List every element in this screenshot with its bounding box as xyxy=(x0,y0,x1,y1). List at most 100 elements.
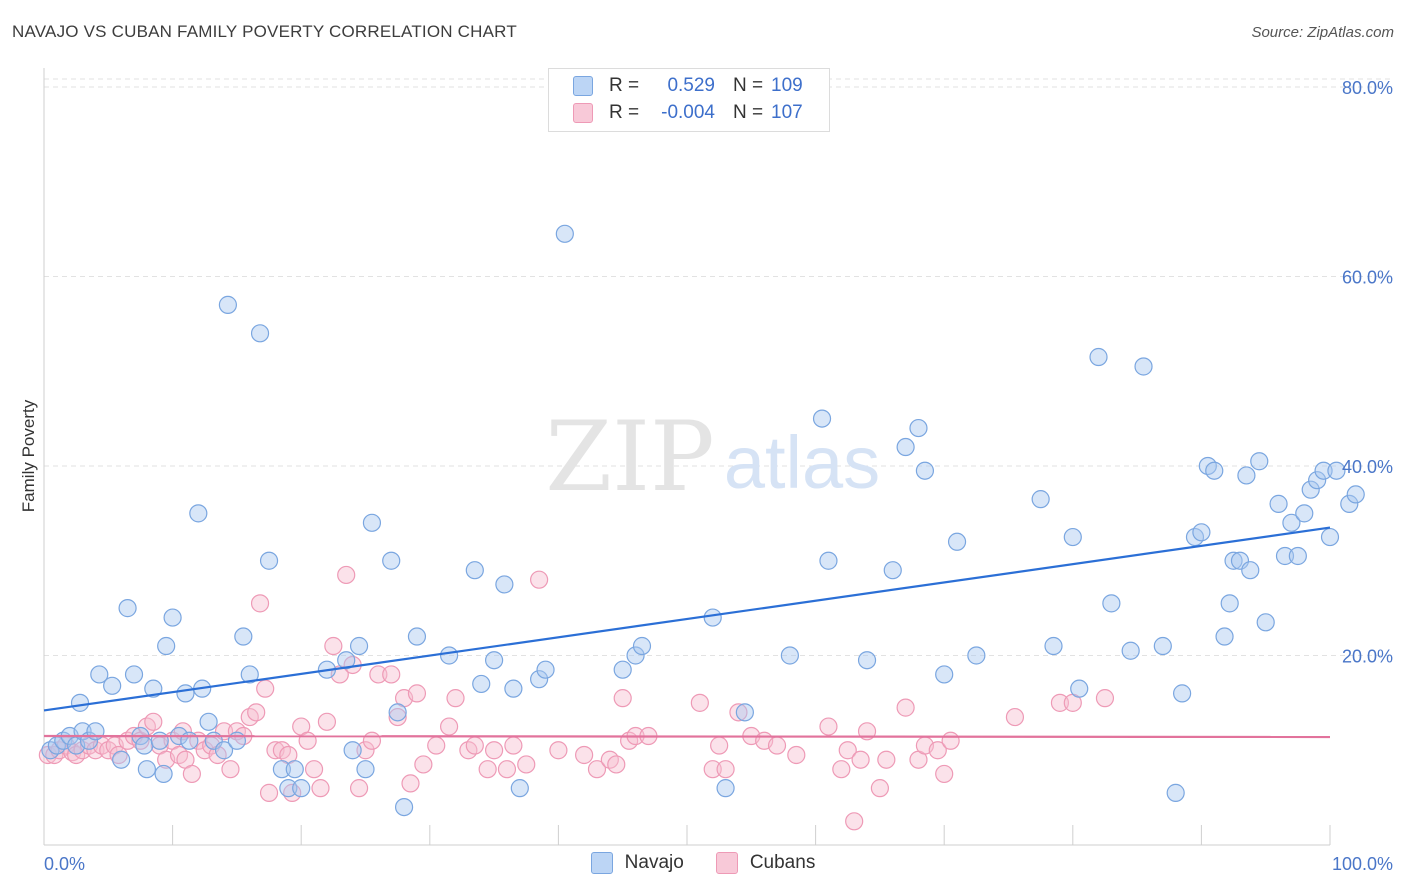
cubans-point xyxy=(311,779,330,798)
cubans-point xyxy=(716,760,735,779)
cubans-point xyxy=(497,760,517,779)
cubans-point xyxy=(517,755,536,774)
navajo-point xyxy=(1089,347,1108,367)
navajo-point xyxy=(857,651,877,670)
cubans-point xyxy=(369,665,388,684)
navajo-point xyxy=(1288,546,1307,566)
cubans-point xyxy=(259,783,279,802)
tick-labels: 20.0% 40.0% 60.0% 80.0% 0.0% 100.0% xyxy=(44,78,1393,874)
navajo-point xyxy=(530,670,549,689)
cubans-point xyxy=(851,750,870,769)
legend-n-label: N = xyxy=(733,102,764,123)
navajo-point xyxy=(176,684,195,703)
navajo-point xyxy=(279,779,298,798)
navajo-point xyxy=(935,665,954,684)
navajo-point xyxy=(1215,627,1234,646)
cubans-point xyxy=(182,764,201,784)
navajo-point xyxy=(896,437,915,457)
watermark-atlas: atlas xyxy=(724,421,880,504)
navajo-point xyxy=(819,551,838,570)
x-tick-label: 0.0% xyxy=(44,854,85,874)
cubans-point xyxy=(356,741,375,760)
cubans-point xyxy=(414,755,433,774)
cubans-swatch xyxy=(715,852,738,874)
navajo-point xyxy=(337,651,356,670)
cubans-point xyxy=(485,741,504,760)
navajo-point xyxy=(510,779,529,798)
navajo-point xyxy=(343,741,362,760)
cubans-point xyxy=(1005,707,1025,727)
legend-r-value: 0.529 xyxy=(667,75,715,96)
cubans-point xyxy=(877,750,896,769)
navajo-point xyxy=(234,627,253,646)
navajo-point xyxy=(285,760,304,779)
navajo-point xyxy=(555,224,574,243)
legend-r-label: R = xyxy=(609,102,640,123)
navajo-point xyxy=(388,703,407,722)
navajo-point xyxy=(157,636,176,656)
navajo-point xyxy=(90,665,109,684)
legend-item-cubans[interactable]: Cubans xyxy=(715,852,815,874)
cubans-point xyxy=(729,703,748,722)
cubans-point xyxy=(427,736,446,755)
legend-item-navajo[interactable]: Navajo xyxy=(590,852,684,874)
navajo-point xyxy=(407,627,427,646)
cubans-point xyxy=(838,741,857,760)
legend-label-navajo: Navajo xyxy=(624,852,684,873)
navajo-point xyxy=(1269,494,1288,513)
navajo-point xyxy=(259,551,279,570)
navajo-point xyxy=(716,779,735,798)
navajo-point xyxy=(1192,523,1211,542)
navajo-point xyxy=(1031,490,1050,509)
cubans-point xyxy=(324,636,343,656)
cubans-point xyxy=(298,731,317,750)
cubans-point xyxy=(1050,693,1070,712)
trendlines xyxy=(43,526,1331,739)
navajo-point xyxy=(103,676,122,695)
cubans-point xyxy=(935,764,954,784)
navajo-point xyxy=(1275,546,1295,566)
navajo-point xyxy=(135,736,154,755)
cubans-point xyxy=(941,731,960,750)
navajo-point xyxy=(86,722,105,741)
chart-source: Source: ZipAtlas.com xyxy=(1251,24,1394,41)
navajo-point xyxy=(356,760,375,779)
navajo-point xyxy=(394,797,414,817)
navajo-point xyxy=(439,646,459,665)
cubans-point xyxy=(587,760,607,779)
navajo-point xyxy=(214,741,234,760)
navajo-point xyxy=(1256,613,1275,632)
cubans-point xyxy=(439,717,459,736)
navajo-point xyxy=(292,779,311,798)
navajo-point xyxy=(362,513,382,532)
stats-legend: R = 0.529 N = 109 R = -0.004 N = 107 xyxy=(548,68,830,132)
navajo-point xyxy=(1070,679,1089,698)
cubans-swatch xyxy=(573,103,593,123)
navajo-point xyxy=(613,660,632,679)
navajo-point xyxy=(1237,466,1256,485)
navajo-point xyxy=(137,760,156,779)
cubans-point xyxy=(144,712,163,731)
navajo-point xyxy=(189,504,208,523)
navajo-point xyxy=(227,731,246,750)
cubans-point xyxy=(109,745,128,765)
cubans-point xyxy=(382,665,401,684)
legend-n-label: N = xyxy=(733,75,764,96)
y-axis-label: Family Poverty xyxy=(19,399,38,512)
cubans-point xyxy=(690,693,709,712)
navajo-point xyxy=(1301,480,1320,499)
navajo-point xyxy=(124,665,144,684)
navajo-point xyxy=(163,608,182,627)
gridlines xyxy=(44,78,1392,656)
navajo-point xyxy=(118,599,137,618)
navajo-point xyxy=(349,636,369,656)
legend-row-navajo: R = 0.529 N = 109 xyxy=(573,74,803,98)
navajo-point xyxy=(465,561,484,580)
y-tick-label: 80.0% xyxy=(1342,78,1393,98)
navajo-point xyxy=(1134,357,1153,376)
navajo-swatch xyxy=(573,76,593,96)
cubans-point xyxy=(710,736,729,755)
legend-r-value: -0.004 xyxy=(661,102,715,123)
navajo-point xyxy=(1295,504,1314,523)
